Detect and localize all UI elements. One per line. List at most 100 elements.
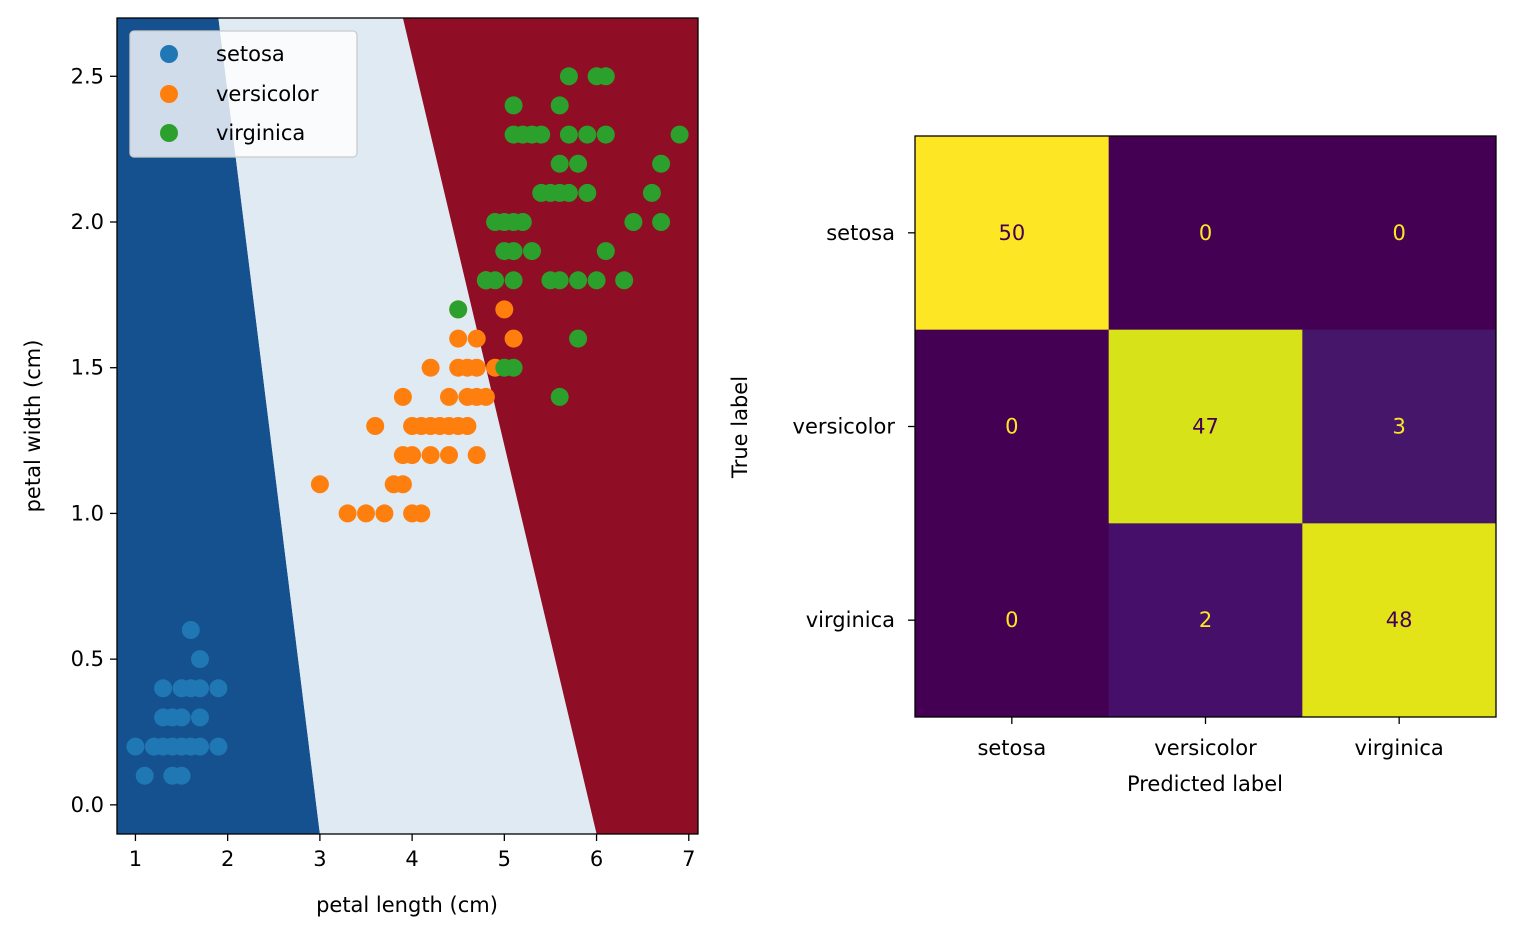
point-virginica xyxy=(569,271,588,290)
scatter-points xyxy=(126,67,689,785)
point-setosa xyxy=(154,679,173,698)
point-virginica xyxy=(504,271,523,290)
x-tick-label: 3 xyxy=(313,847,326,871)
predicted-tick-label: virginica xyxy=(1355,736,1444,760)
point-virginica xyxy=(550,96,569,115)
point-versicolor xyxy=(357,504,375,523)
point-versicolor xyxy=(421,358,440,377)
point-versicolor xyxy=(467,358,486,377)
point-versicolor xyxy=(467,446,486,465)
matrix-cell xyxy=(915,136,1110,331)
x-tick-label: 4 xyxy=(405,847,418,871)
legend-marker-versicolor xyxy=(160,85,178,103)
point-setosa xyxy=(126,737,145,756)
point-virginica xyxy=(550,154,569,173)
matrix-cell-value: 2 xyxy=(1199,608,1212,632)
point-setosa xyxy=(191,650,209,669)
point-virginica xyxy=(504,96,523,115)
point-versicolor xyxy=(393,387,412,406)
point-versicolor xyxy=(421,446,440,465)
x-tick-label: 1 xyxy=(129,847,142,871)
decision-regions xyxy=(117,18,698,834)
true-tick-label: versicolor xyxy=(793,415,896,439)
point-versicolor xyxy=(476,387,495,406)
y-tick-label: 0.0 xyxy=(71,793,104,817)
point-versicolor xyxy=(440,446,458,465)
y-axis-label: petal width (cm) xyxy=(21,340,45,513)
point-virginica xyxy=(486,271,505,290)
point-virginica xyxy=(569,154,588,173)
y-tick-label: 1.5 xyxy=(71,356,104,380)
point-setosa xyxy=(191,708,209,727)
point-virginica xyxy=(550,271,569,290)
point-versicolor xyxy=(412,504,431,523)
matrix-cell-value: 3 xyxy=(1392,415,1405,439)
legend-label-versicolor: versicolor xyxy=(216,82,319,106)
true-tick-label: virginica xyxy=(806,608,895,632)
point-virginica xyxy=(615,271,634,290)
point-virginica xyxy=(550,387,569,406)
matrix-cell xyxy=(1302,523,1497,718)
point-virginica xyxy=(624,213,643,231)
matrix-cell xyxy=(1108,329,1303,524)
legend-label-virginica: virginica xyxy=(216,121,305,145)
y-tick-label: 1.0 xyxy=(71,501,104,525)
matrix-cell xyxy=(915,523,1110,718)
point-setosa xyxy=(209,737,228,756)
point-virginica xyxy=(449,300,468,319)
matrix-cell-value: 0 xyxy=(1199,221,1212,245)
predicted-tick-label: setosa xyxy=(977,736,1046,760)
point-virginica xyxy=(596,125,615,144)
point-versicolor xyxy=(440,387,458,406)
point-virginica xyxy=(523,242,541,261)
point-virginica xyxy=(504,242,523,261)
matrix-cells: 50 0 0 0 47 3 0 2 48 xyxy=(915,136,1497,718)
x-axis-ticks: 1 2 3 4 5 6 7 xyxy=(129,834,695,871)
legend-marker-virginica xyxy=(160,124,178,142)
point-virginica xyxy=(596,67,615,86)
point-setosa xyxy=(209,679,228,698)
point-virginica xyxy=(642,183,661,202)
point-virginica xyxy=(652,213,671,231)
point-versicolor xyxy=(467,329,486,348)
x-axis-label: petal length (cm) xyxy=(316,893,498,917)
point-setosa xyxy=(191,737,209,756)
point-versicolor xyxy=(504,329,523,348)
point-virginica xyxy=(587,271,606,290)
y-axis-ticks: 0.0 0.5 1.0 1.5 2.0 2.5 xyxy=(71,64,117,817)
point-virginica xyxy=(559,67,578,86)
y-tick-label: 2.5 xyxy=(71,64,104,88)
point-setosa xyxy=(135,766,154,785)
point-setosa xyxy=(172,766,191,785)
legend-label-setosa: setosa xyxy=(216,42,285,66)
y-tick-label: 0.5 xyxy=(71,647,104,671)
point-versicolor xyxy=(403,446,422,465)
matrix-cell-value: 47 xyxy=(1192,415,1219,439)
confusion-matrix-chart: 50 0 0 0 47 3 0 2 48 setosa versicolor virginica s… xyxy=(728,135,1497,796)
matrix-cell xyxy=(1108,523,1303,718)
point-virginica xyxy=(652,154,671,173)
matrix-cell-value: 0 xyxy=(1005,415,1018,439)
point-virginica xyxy=(559,125,578,144)
x-tick-label: 2 xyxy=(221,847,234,871)
point-versicolor xyxy=(338,504,357,523)
legend-marker-setosa xyxy=(160,45,178,63)
true-label-ticks: setosa versicolor virginica xyxy=(793,221,915,632)
x-tick-label: 6 xyxy=(590,847,603,871)
y-tick-label: 2.0 xyxy=(71,210,104,234)
point-versicolor xyxy=(449,329,468,348)
point-versicolor xyxy=(310,475,329,494)
point-versicolor xyxy=(375,504,394,523)
true-label-axis-title: True label xyxy=(728,376,752,479)
point-setosa xyxy=(181,621,200,639)
matrix-cell xyxy=(915,329,1110,524)
predicted-label-ticks: setosa versicolor virginica xyxy=(977,717,1444,760)
true-tick-label: setosa xyxy=(826,221,895,245)
point-versicolor xyxy=(458,417,477,435)
matrix-cell xyxy=(1302,136,1497,331)
matrix-cell-value: 50 xyxy=(998,221,1025,245)
region-setosa xyxy=(117,18,320,834)
plot-frame xyxy=(116,17,699,835)
predicted-label-axis-title: Predicted label xyxy=(1127,772,1283,796)
